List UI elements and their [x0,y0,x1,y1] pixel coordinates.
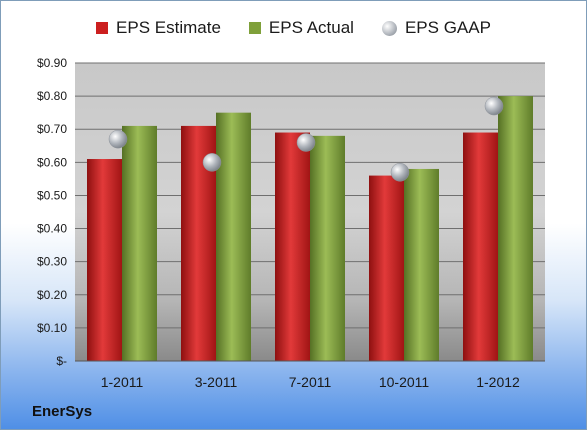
legend-item-eps-estimate: EPS Estimate [96,18,221,38]
y-tick-label: $0.70 [37,122,67,136]
bar-eps-estimate [463,132,498,361]
legend-label-eps-estimate: EPS Estimate [116,18,221,37]
x-tick-label: 1-2011 [101,374,144,390]
bar-eps-actual [404,168,439,361]
bar-eps-actual [498,96,533,361]
x-tick-label: 10-2011 [379,374,430,390]
marker-eps-gaap [202,153,222,172]
y-tick-label: $0.40 [37,222,67,236]
legend-swatch-eps-actual [248,22,261,34]
legend-swatch-eps-estimate [96,22,109,34]
bar-eps-estimate [275,132,310,361]
bar-eps-estimate [87,159,122,361]
y-tick-label: $0.60 [37,155,67,169]
legend-item-eps-gaap: EPS GAAP [381,18,491,38]
y-tick-label: $0.50 [37,188,67,202]
x-tick-label: 1-2012 [476,374,520,390]
marker-eps-gaap [484,96,504,116]
y-tick-label: $0.20 [37,288,67,302]
company-name: EnerSys [32,403,93,420]
bar-eps-actual [216,112,251,362]
y-tick-label: $0.30 [37,255,67,269]
bar-eps-actual [310,135,345,361]
bar-eps-estimate [369,175,404,361]
y-tick-label: $0.90 [37,56,67,70]
marker-eps-gaap [390,163,410,182]
y-tick-label: $- [56,354,67,368]
marker-eps-gaap [108,129,128,149]
legend-label-eps-gaap: EPS GAAP [404,18,491,37]
chart-svg: $- $0.10 $0.20 $0.30 $0.40 $0.50 $0.60 $0.70 $0.… [37,56,545,390]
y-tick-label: $0.80 [37,89,67,103]
marker-eps-gaap [296,133,316,152]
legend-item-eps-actual: EPS Actual [248,18,354,38]
x-tick-label: 3-2011 [195,374,238,390]
legend-swatch-eps-gaap [381,20,397,36]
chart-legend: EPS Estimate EPS Actual EPS GAAP [1,18,586,38]
x-tick-label: 7-2011 [289,374,332,390]
bar-eps-actual [122,125,157,362]
legend-label-eps-actual: EPS Actual [268,18,354,37]
y-tick-label: $0.10 [37,321,67,335]
